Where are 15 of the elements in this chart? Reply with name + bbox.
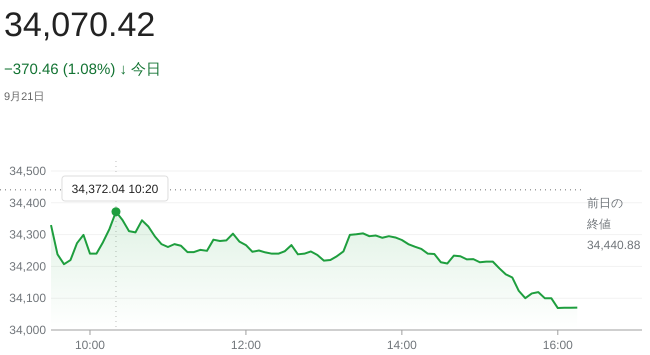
x-tick-label: 16:00 <box>542 338 574 352</box>
y-tick-label: 34,300 <box>9 228 46 242</box>
annotation: 34,372.04 10:20 <box>72 182 159 196</box>
chart-subtitle: −370.46 (1.08%) ↓ 今日 <box>4 61 162 78</box>
x-tick-label: 14:00 <box>386 338 418 352</box>
y-tick-label: 34,000 <box>9 323 46 337</box>
x-tick-label: 12:00 <box>230 338 262 352</box>
text: 9月21日 <box>4 91 44 103</box>
y-tick-label: 34,200 <box>9 259 46 274</box>
x-tick-label: 10:00 <box>74 338 106 352</box>
y-tick-label: 34,400 <box>9 196 46 210</box>
chart-title: 34,070.42 <box>4 6 156 44</box>
y-tick-label: 34,500 <box>9 164 46 178</box>
y-tick-label: 34,100 <box>9 291 46 306</box>
ref-line-label: 前日の終値 34,440.88 <box>586 196 641 252</box>
